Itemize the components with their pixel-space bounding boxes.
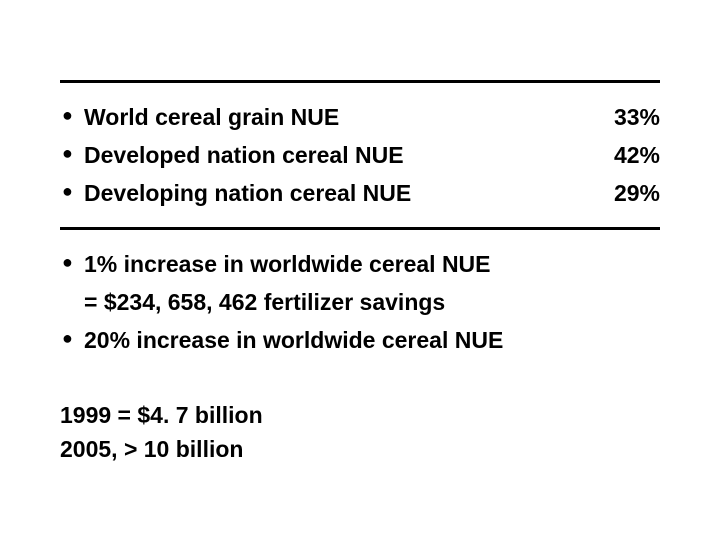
slide-content: ● World cereal grain NUE 33% ● Developed… (60, 80, 660, 466)
bullet-icon: ● (60, 139, 84, 167)
item-label: Developing nation cereal NUE (84, 177, 590, 209)
section-increase: ● 1% increase in worldwide cereal NUE = … (60, 230, 660, 374)
item-label: World cereal grain NUE (84, 101, 590, 133)
footer-line: 2005, > 10 billion (60, 432, 660, 466)
bullet-icon: ● (60, 177, 84, 205)
bullet-icon: ● (60, 101, 84, 129)
list-item: ● 1% increase in worldwide cereal NUE (60, 248, 660, 280)
item-subtext: = $234, 658, 462 fertilizer savings (84, 286, 660, 318)
footer-line: 1999 = $4. 7 billion (60, 398, 660, 432)
list-item: ● 20% increase in worldwide cereal NUE (60, 324, 660, 356)
footer-section: 1999 = $4. 7 billion 2005, > 10 billion (60, 398, 660, 466)
bullet-icon: ● (60, 248, 84, 276)
section-nue-stats: ● World cereal grain NUE 33% ● Developed… (60, 83, 660, 227)
bullet-icon: ● (60, 324, 84, 352)
item-label: 1% increase in worldwide cereal NUE (84, 248, 660, 280)
list-item: ● Developed nation cereal NUE 42% (60, 139, 660, 171)
item-value: 42% (590, 139, 660, 171)
item-value: 29% (590, 177, 660, 209)
list-item: ● Developing nation cereal NUE 29% (60, 177, 660, 209)
item-label: Developed nation cereal NUE (84, 139, 590, 171)
list-item: ● World cereal grain NUE 33% (60, 101, 660, 133)
item-label: 20% increase in worldwide cereal NUE (84, 324, 660, 356)
item-value: 33% (590, 101, 660, 133)
